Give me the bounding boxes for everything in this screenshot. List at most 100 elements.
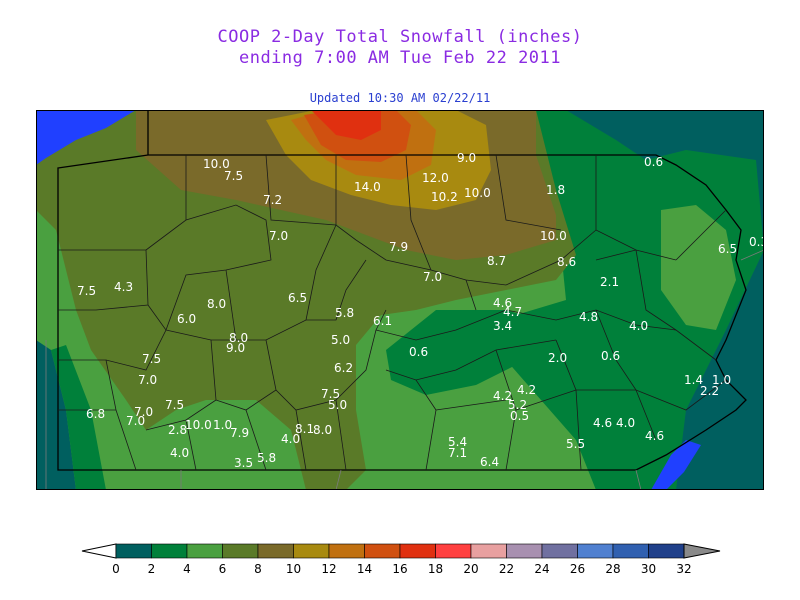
station-value-67: 3.5 xyxy=(234,456,253,470)
station-value-14: 8.6 xyxy=(557,255,576,269)
station-value-16: 7.9 xyxy=(389,240,408,254)
station-value-15: 8.7 xyxy=(487,254,506,268)
station-value-65: 5.5 xyxy=(566,437,585,451)
legend-tick-8: 16 xyxy=(392,562,407,576)
legend-max-arrow xyxy=(683,543,721,559)
station-value-64: 7.1 xyxy=(448,446,467,460)
station-value-0: 10.0 xyxy=(203,157,230,171)
delaware-river xyxy=(651,440,701,490)
legend-min-arrow xyxy=(81,543,117,559)
legend-tick-11: 22 xyxy=(499,562,514,576)
legend-swatch-2 xyxy=(186,543,223,559)
station-value-63: 5.4 xyxy=(448,435,467,449)
station-value-35: 2.0 xyxy=(548,351,567,365)
station-value-8: 9.0 xyxy=(457,151,476,165)
station-value-36: 0.6 xyxy=(601,349,620,363)
station-value-40: 1.0 xyxy=(712,373,731,387)
legend-swatch-10 xyxy=(470,543,507,559)
county-boundaries xyxy=(58,154,727,471)
station-value-60: 4.6 xyxy=(593,416,612,430)
legend-swatch-11 xyxy=(506,543,543,559)
station-value-33: 5.0 xyxy=(331,333,350,347)
station-value-69: 6.4 xyxy=(480,455,499,469)
legend-tick-6: 12 xyxy=(321,562,336,576)
station-value-26: 5.8 xyxy=(335,306,354,320)
station-value-41: 2.2 xyxy=(700,384,719,398)
legend-tick-12: 24 xyxy=(534,562,549,576)
station-value-66: 4.0 xyxy=(170,446,189,460)
station-value-55: 1.0 xyxy=(213,418,232,432)
station-value-2: 7.2 xyxy=(263,193,282,207)
legend-tick-5: 10 xyxy=(286,562,301,576)
legend-tick-14: 28 xyxy=(605,562,620,576)
station-value-59: 4.0 xyxy=(281,432,300,446)
station-value-4: 14.0 xyxy=(354,180,381,194)
station-value-11: 6.5 xyxy=(718,242,737,256)
station-value-24: 8.0 xyxy=(207,297,226,311)
station-value-32: 9.0 xyxy=(226,341,245,355)
station-value-7: 10.0 xyxy=(464,186,491,200)
station-value-46: 4.2 xyxy=(493,389,512,403)
contour-fill-4-6-poconos xyxy=(661,205,736,330)
map-frame xyxy=(36,110,764,490)
station-value-22: 4.3 xyxy=(114,280,133,294)
legend-swatch-6 xyxy=(328,543,365,559)
station-value-47: 4.2 xyxy=(517,383,536,397)
legend-swatch-3 xyxy=(222,543,259,559)
station-value-34: 0.6 xyxy=(409,345,428,359)
contour-fill-2-4-central xyxy=(386,310,556,395)
station-value-25: 6.5 xyxy=(288,291,307,305)
station-value-3: 7.0 xyxy=(269,229,288,243)
legend-tick-1: 2 xyxy=(148,562,156,576)
lake-erie xyxy=(36,110,136,165)
station-value-13: 10.0 xyxy=(540,229,567,243)
station-value-20: 4.0 xyxy=(629,319,648,333)
station-value-31: 8.0 xyxy=(229,331,248,345)
legend-tick-7: 14 xyxy=(357,562,372,576)
updated-timestamp: Updated 10:30 AM 02/22/11 xyxy=(309,91,491,105)
station-value-30: 3.4 xyxy=(493,319,512,333)
station-value-44: 7.5 xyxy=(321,387,340,401)
contour-fill-0-2-east xyxy=(566,110,764,490)
station-value-17: 7.0 xyxy=(423,270,442,284)
station-value-21: 7.5 xyxy=(77,284,96,298)
station-value-18: 2.1 xyxy=(600,275,619,289)
station-value-28: 4.6 xyxy=(493,296,512,310)
station-value-42: 7.0 xyxy=(138,373,157,387)
legend-tick-13: 26 xyxy=(570,562,585,576)
station-value-39: 1.4 xyxy=(684,373,703,387)
station-value-54: 10.0 xyxy=(185,418,212,432)
station-value-29: 4.7 xyxy=(503,305,522,319)
station-value-48: 5.2 xyxy=(508,398,527,412)
station-value-5: 12.0 xyxy=(422,171,449,185)
legend-swatch-14 xyxy=(612,543,649,559)
station-value-45: 5.0 xyxy=(328,398,347,412)
station-value-27: 6.1 xyxy=(373,314,392,328)
legend-tick-15: 30 xyxy=(641,562,656,576)
station-value-58: 8.0 xyxy=(313,423,332,437)
station-value-50: 6.8 xyxy=(86,407,105,421)
legend-swatch-5 xyxy=(293,543,330,559)
station-value-43: 7.5 xyxy=(165,398,184,412)
legend-swatch-13 xyxy=(577,543,614,559)
station-value-10: 0.6 xyxy=(644,155,663,169)
legend-tick-16: 32 xyxy=(676,562,691,576)
legend-swatch-15 xyxy=(648,543,685,559)
station-value-1: 7.5 xyxy=(224,169,243,183)
station-value-23: 6.0 xyxy=(177,312,196,326)
neighbor-state-lines xyxy=(45,249,764,490)
station-value-56: 7.9 xyxy=(230,426,249,440)
station-value-37: 7.5 xyxy=(142,352,161,366)
legend-swatch-9 xyxy=(435,543,472,559)
station-value-62: 4.6 xyxy=(645,429,664,443)
legend-swatch-0 xyxy=(115,543,152,559)
legend-swatch-8 xyxy=(399,543,436,559)
legend-tick-10: 20 xyxy=(463,562,478,576)
legend-tick-2: 4 xyxy=(183,562,191,576)
map-subtitle: ending 7:00 AM Tue Feb 22 2011 xyxy=(238,48,562,68)
state-boundary xyxy=(57,154,747,471)
legend-swatch-12 xyxy=(541,543,578,559)
legend-tick-0: 0 xyxy=(112,562,120,576)
legend-swatch-4 xyxy=(257,543,294,559)
legend-tick-4: 8 xyxy=(254,562,262,576)
